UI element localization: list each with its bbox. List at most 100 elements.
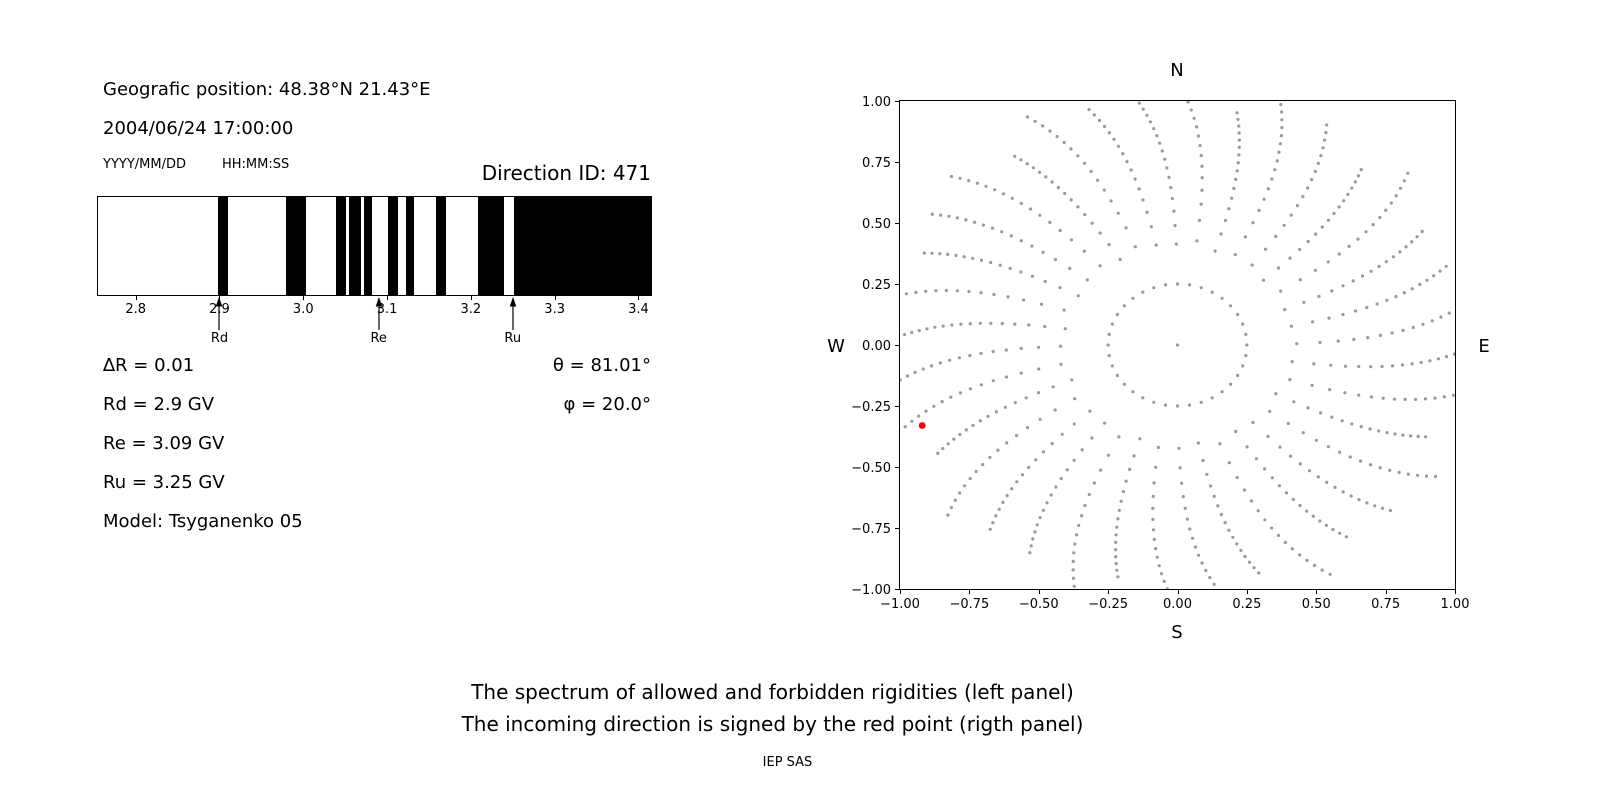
direction-dot [1234,177,1238,181]
direction-dot [994,410,998,414]
direction-dot [1284,491,1289,495]
direction-dot [1442,395,1446,399]
direction-dot [1121,490,1125,494]
direction-dot [1249,499,1253,503]
direction-dot [1177,446,1181,450]
allowed-rigidity-band [285,197,306,295]
direction-dot [1289,454,1293,458]
direction-dot [1377,429,1381,433]
direction-dot [1196,134,1201,138]
direction-dot [1132,454,1136,458]
x-tick [303,296,305,300]
direction-dot [914,290,918,294]
direction-dot [1397,470,1401,474]
x-tick [969,590,971,594]
direction-dot [1305,558,1309,562]
direction-dot [1415,235,1419,239]
x-tick-label: −0.50 [1018,597,1059,612]
direction-dot [1194,125,1199,129]
direction-dot [1049,493,1053,497]
direction-dot [1270,526,1274,530]
direction-dot [1218,442,1222,446]
re-value: Re = 3.09 GV [103,433,225,454]
direction-dot [1430,319,1434,323]
direction-dot [917,414,921,418]
direction-dot [1394,295,1398,299]
direction-dot [905,374,910,378]
direction-dot [1102,188,1106,192]
direction-dot [1041,250,1045,254]
direction-dot [1279,289,1283,293]
direction-dot [934,289,938,293]
direction-dot [1378,215,1382,219]
direction-dot [989,260,993,265]
y-tick [895,162,899,163]
direction-dot [932,404,936,408]
direction-dot [981,223,985,227]
direction-dot [1089,169,1093,173]
compass-north-label: N [1170,60,1184,81]
x-tick [1316,590,1318,594]
y-tick-label: −0.50 [851,460,891,476]
direction-dot [1326,218,1330,222]
direction-dot [988,527,992,531]
x-tick [1108,590,1110,594]
x-tick [1385,590,1387,594]
direction-dot [1312,362,1316,366]
direction-dot [1088,409,1092,413]
direction-dot [1310,383,1314,387]
direction-dot [1117,508,1121,512]
direction-dot [1151,517,1155,522]
direction-dot [1121,152,1125,156]
direction-dot [1059,344,1063,348]
direction-dot [1243,554,1247,559]
direction-dot [1028,207,1033,211]
direction-dot [1301,195,1305,199]
direction-dot [1231,535,1235,539]
direction-dot [1286,421,1290,426]
direction-dot [1204,568,1208,573]
direction-dot [1283,308,1287,312]
direction-dot [1317,294,1321,298]
direction-dot [1080,514,1084,518]
direction-dot [1359,168,1363,172]
direction-dot [1357,365,1361,369]
direction-dot [1337,252,1341,256]
direction-dot [1277,150,1281,154]
direction-dot [1368,463,1373,467]
direction-dot [1117,435,1121,439]
direction-dot [1220,390,1224,394]
direction-dot [964,218,968,222]
direction-dot [1013,401,1017,405]
direction-dot [1230,196,1234,200]
y-tick-label: −0.75 [851,521,891,537]
direction-dot [1099,468,1103,472]
direction-dot [1346,192,1350,196]
direction-dot [1329,363,1333,367]
direction-dot [1199,286,1203,290]
allowed-rigidity-band [405,197,414,295]
direction-dot [1020,473,1025,477]
direction-dot [1009,234,1013,238]
direction-dot [1298,503,1302,508]
direction-dot [910,419,914,423]
direction-dot [978,419,982,423]
direction-dot [1152,127,1156,131]
direction-dot [1279,134,1283,138]
y-tick-label: 0.25 [862,277,891,293]
direction-dot [1369,365,1373,369]
direction-dot [988,455,992,459]
direction-dot [998,263,1002,267]
direction-dot [941,324,945,328]
direction-dot [1305,509,1309,513]
direction-dot [1400,363,1405,367]
direction-dot [1114,555,1118,559]
direction-dot [1301,431,1305,435]
direction-dot [1245,343,1249,347]
direction-dot [1410,287,1414,291]
direction-dot [1288,378,1292,382]
direction-dot [1186,100,1190,104]
direction-dot [1306,186,1310,190]
direction-dot [1197,218,1202,222]
direction-dot [1210,290,1214,294]
